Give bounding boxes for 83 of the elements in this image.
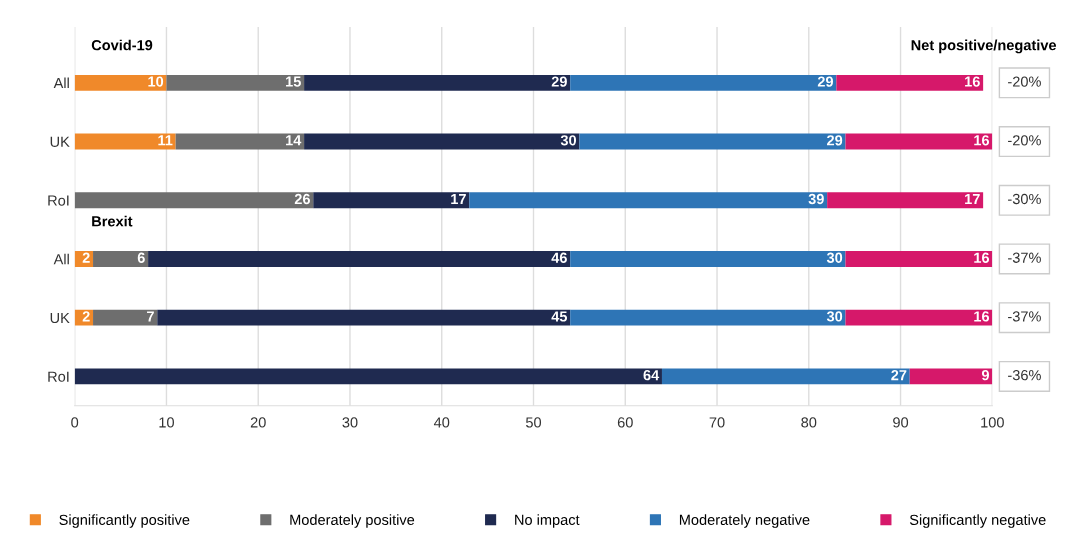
text: -37% — [1008, 252, 1041, 263]
bar — [74, 368, 662, 385]
data-label: 2 — [82, 252, 90, 263]
data-label: 30 — [826, 252, 843, 263]
y-tick-label: UK — [50, 136, 70, 147]
bar — [74, 74, 167, 91]
text: -37% — [1008, 311, 1041, 322]
bar — [304, 74, 571, 91]
bar — [175, 133, 305, 150]
data-label: 10 — [148, 76, 164, 87]
bar — [157, 309, 571, 326]
x-tick-label: 60 — [617, 417, 633, 428]
annotation: Covid-19 — [91, 39, 153, 51]
data-label: 7 — [147, 311, 154, 322]
bar — [166, 74, 305, 91]
data-label: 30 — [826, 311, 843, 322]
legend-label: Significantly positive — [59, 514, 190, 528]
data-label: 17 — [451, 193, 466, 205]
x-tick-label: 10 — [159, 417, 174, 428]
bar — [74, 133, 176, 150]
text: -20% — [1008, 135, 1041, 146]
legend-label: No impact — [515, 514, 580, 528]
data-label: 16 — [965, 76, 980, 87]
data-label: 2 — [82, 311, 90, 322]
y-tick-label: UK — [50, 312, 70, 324]
data-label: 16 — [974, 311, 990, 322]
y-tick-label: RoI — [48, 371, 69, 382]
bar — [570, 309, 846, 326]
data-label: 15 — [286, 76, 301, 87]
x-tick-label: 50 — [525, 417, 542, 428]
data-label: 16 — [974, 135, 990, 146]
bar — [579, 133, 846, 150]
bar — [313, 192, 470, 209]
bar — [93, 309, 158, 326]
data-label: 29 — [817, 76, 834, 87]
x-tick-label: 40 — [433, 417, 450, 428]
x-tick-label: 30 — [342, 417, 358, 428]
bar — [570, 251, 846, 267]
bar — [661, 368, 910, 385]
data-label: 11 — [158, 135, 173, 146]
data-label: 27 — [891, 369, 907, 381]
y-tick-label: RoI — [48, 195, 69, 206]
bar — [845, 251, 993, 267]
bar — [304, 133, 580, 150]
data-label: 30 — [560, 135, 577, 146]
bar — [827, 192, 984, 209]
data-label: 26 — [294, 193, 310, 205]
y-tick-label: All — [53, 253, 69, 265]
data-label: 17 — [965, 193, 980, 205]
x-tick-label: 90 — [893, 417, 909, 428]
data-label: 45 — [551, 311, 568, 322]
bar — [570, 74, 837, 91]
text: -30% — [1008, 193, 1041, 205]
x-tick-label: 100 — [981, 417, 1004, 428]
bar — [845, 133, 993, 150]
annotation: Net positive/negative — [911, 39, 1057, 54]
bar — [148, 251, 571, 267]
x-tick-label: 20 — [250, 417, 266, 428]
text: -36% — [1008, 369, 1041, 381]
legend-label: Moderately positive — [290, 514, 415, 528]
annotation: Brexit — [92, 215, 133, 227]
x-tick-label: 70 — [709, 417, 725, 428]
bar — [909, 368, 993, 385]
bar — [845, 309, 993, 326]
y-tick-label: All — [53, 77, 69, 89]
data-label: 9 — [981, 369, 990, 381]
bar — [93, 251, 149, 267]
x-tick-label: 0 — [71, 417, 79, 428]
data-label: 6 — [137, 252, 145, 263]
data-label: 16 — [974, 252, 990, 263]
bar — [74, 192, 314, 209]
text: -20% — [1008, 76, 1041, 87]
data-label: 29 — [827, 135, 843, 146]
bar — [469, 192, 828, 209]
data-label: 46 — [551, 252, 567, 263]
data-label: 39 — [808, 193, 824, 205]
x-tick-label: 80 — [801, 417, 817, 428]
legend-label: Significantly negative — [909, 514, 1046, 528]
data-label: 64 — [643, 369, 660, 381]
data-label: 29 — [551, 76, 567, 87]
bar — [836, 74, 984, 91]
data-label: 14 — [286, 135, 302, 146]
legend-label: Moderately negative — [679, 514, 810, 528]
